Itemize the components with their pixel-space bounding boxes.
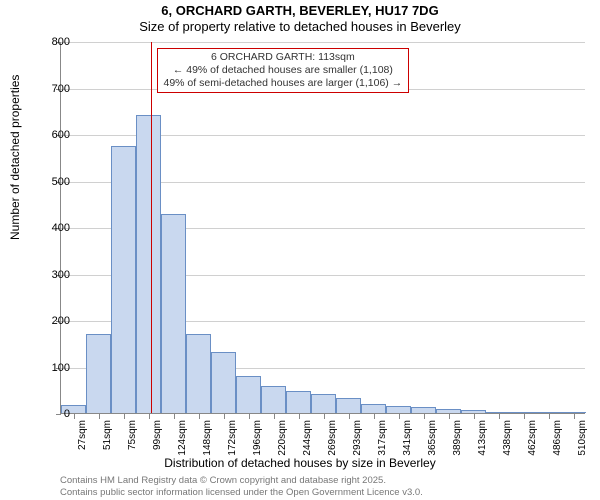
- histogram-bar: [236, 376, 261, 413]
- ytick-label: 700: [52, 83, 70, 95]
- xtick-mark: [424, 414, 425, 419]
- histogram-bar: [536, 412, 561, 413]
- xtick-mark: [274, 414, 275, 419]
- chart-subtitle: Size of property relative to detached ho…: [0, 19, 600, 34]
- xtick-mark: [524, 414, 525, 419]
- histogram-bar: [211, 352, 236, 413]
- histogram-bar: [111, 146, 136, 413]
- xtick-mark: [549, 414, 550, 419]
- xtick-label: 269sqm: [327, 420, 338, 456]
- ytick-label: 200: [52, 315, 70, 327]
- xtick-mark: [299, 414, 300, 419]
- histogram-bar: [386, 406, 411, 413]
- xtick-mark: [124, 414, 125, 419]
- annotation-box: 6 ORCHARD GARTH: 113sqm← 49% of detached…: [157, 48, 410, 93]
- histogram-bar: [161, 214, 186, 413]
- xtick-mark: [449, 414, 450, 419]
- histogram-bar: [261, 386, 286, 413]
- ytick-mark: [56, 414, 61, 415]
- xtick-label: 148sqm: [202, 420, 213, 456]
- annotation-line: 6 ORCHARD GARTH: 113sqm: [164, 51, 403, 64]
- xtick-label: 317sqm: [377, 420, 388, 456]
- histogram-bar: [461, 410, 486, 413]
- xtick-label: 413sqm: [477, 420, 488, 456]
- ytick-label: 400: [52, 222, 70, 234]
- xtick-mark: [249, 414, 250, 419]
- xtick-label: 438sqm: [502, 420, 513, 456]
- ytick-label: 0: [64, 408, 70, 420]
- histogram-bar: [86, 334, 111, 413]
- ytick-label: 800: [52, 36, 70, 48]
- xtick-label: 172sqm: [227, 420, 238, 456]
- histogram-bar: [511, 412, 536, 413]
- reference-line: [151, 42, 152, 413]
- footer-line1: Contains HM Land Registry data © Crown c…: [60, 475, 423, 486]
- annotation-line: 49% of semi-detached houses are larger (…: [164, 77, 403, 90]
- chart-title: 6, ORCHARD GARTH, BEVERLEY, HU17 7DG: [0, 3, 600, 18]
- histogram-bar: [286, 391, 311, 413]
- histogram-bar: [186, 334, 211, 413]
- ytick-label: 300: [52, 269, 70, 281]
- xtick-mark: [149, 414, 150, 419]
- xtick-mark: [399, 414, 400, 419]
- xtick-label: 389sqm: [452, 420, 463, 456]
- xtick-label: 124sqm: [177, 420, 188, 456]
- xtick-label: 220sqm: [277, 420, 288, 456]
- xtick-label: 341sqm: [402, 420, 413, 456]
- histogram-bar: [136, 115, 161, 413]
- gridline: [61, 42, 585, 43]
- xtick-mark: [349, 414, 350, 419]
- xtick-label: 510sqm: [577, 420, 588, 456]
- xtick-label: 365sqm: [427, 420, 438, 456]
- histogram-bar: [486, 412, 511, 413]
- xtick-label: 75sqm: [127, 420, 138, 450]
- xtick-mark: [324, 414, 325, 419]
- xtick-label: 27sqm: [77, 420, 88, 450]
- histogram-bar: [436, 409, 461, 413]
- xtick-label: 486sqm: [552, 420, 563, 456]
- xtick-mark: [574, 414, 575, 419]
- xtick-label: 51sqm: [102, 420, 113, 450]
- histogram-bar: [411, 407, 436, 413]
- y-axis-label: Number of detached properties: [8, 75, 22, 240]
- chart-container: 6, ORCHARD GARTH, BEVERLEY, HU17 7DG Siz…: [0, 0, 600, 500]
- histogram-bar: [311, 394, 336, 413]
- xtick-mark: [174, 414, 175, 419]
- ytick-label: 500: [52, 176, 70, 188]
- histogram-bar: [336, 398, 361, 413]
- xtick-label: 293sqm: [352, 420, 363, 456]
- xtick-label: 462sqm: [527, 420, 538, 456]
- chart-footer: Contains HM Land Registry data © Crown c…: [60, 475, 423, 498]
- footer-line2: Contains public sector information licen…: [60, 487, 423, 498]
- xtick-label: 244sqm: [302, 420, 313, 456]
- plot-area: 6 ORCHARD GARTH: 113sqm← 49% of detached…: [60, 42, 585, 414]
- xtick-label: 99sqm: [152, 420, 163, 450]
- xtick-mark: [199, 414, 200, 419]
- xtick-mark: [99, 414, 100, 419]
- xtick-mark: [374, 414, 375, 419]
- xtick-mark: [474, 414, 475, 419]
- annotation-line: ← 49% of detached houses are smaller (1,…: [164, 64, 403, 77]
- x-axis-label: Distribution of detached houses by size …: [0, 456, 600, 470]
- histogram-bar: [361, 404, 386, 413]
- ytick-label: 100: [52, 362, 70, 374]
- histogram-bar: [561, 412, 586, 413]
- xtick-mark: [74, 414, 75, 419]
- xtick-mark: [224, 414, 225, 419]
- ytick-label: 600: [52, 129, 70, 141]
- xtick-label: 196sqm: [252, 420, 263, 456]
- xtick-mark: [499, 414, 500, 419]
